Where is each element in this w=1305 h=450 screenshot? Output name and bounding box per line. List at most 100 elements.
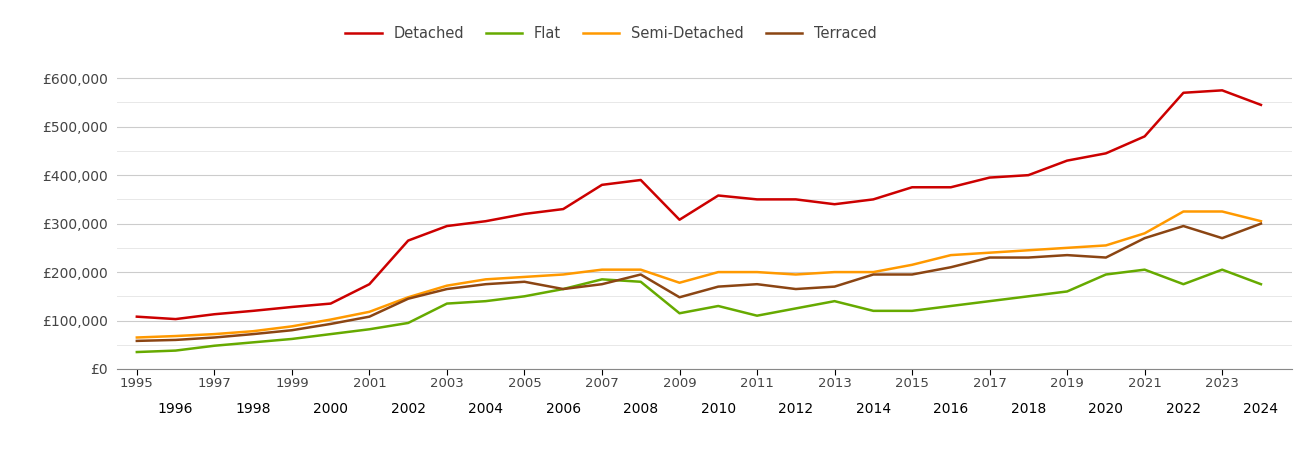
Semi-Detached [865,270,881,275]
Semi-Detached [129,335,145,340]
Terraced [129,338,145,344]
Flat [672,310,688,316]
Terraced [517,279,532,284]
Terraced [1021,255,1036,260]
Semi-Detached [981,250,997,256]
Line: Semi-Detached: Semi-Detached [137,212,1261,338]
Detached [594,182,609,188]
Detached [672,217,688,222]
Flat [168,348,184,353]
Terraced [594,282,609,287]
Terraced [245,331,261,337]
Line: Flat: Flat [137,270,1261,352]
Line: Detached: Detached [137,90,1261,319]
Terraced [1215,235,1231,241]
Flat [594,277,609,282]
Detached [245,308,261,314]
Semi-Detached [1215,209,1231,214]
Semi-Detached [788,272,804,277]
Detached [1098,151,1113,156]
Flat [322,331,338,337]
Terraced [788,286,804,292]
Semi-Detached [1098,243,1113,248]
Terraced [1253,221,1268,226]
Flat [517,293,532,299]
Semi-Detached [401,295,416,300]
Flat [710,303,726,309]
Terraced [1060,252,1075,258]
Detached [168,316,184,322]
Terraced [168,337,184,342]
Detached [710,193,726,198]
Terraced [1137,235,1152,241]
Terraced [556,286,572,292]
Detached [556,207,572,212]
Terraced [749,282,765,287]
Terraced [322,321,338,327]
Semi-Detached [245,328,261,334]
Flat [1098,272,1113,277]
Flat [904,308,920,314]
Terraced [865,272,881,277]
Flat [245,340,261,345]
Semi-Detached [827,270,843,275]
Semi-Detached [710,270,726,275]
Semi-Detached [478,277,493,282]
Terraced [206,335,222,340]
Flat [1021,293,1036,299]
Detached [633,177,649,183]
Detached [904,184,920,190]
Detached [129,314,145,319]
Terraced [981,255,997,260]
Flat [981,298,997,304]
Semi-Detached [1137,230,1152,236]
Detached [1176,90,1191,95]
Flat [129,349,145,355]
Flat [788,306,804,311]
Flat [633,279,649,284]
Terraced [478,282,493,287]
Terraced [710,284,726,289]
Terraced [361,314,377,319]
Semi-Detached [556,272,572,277]
Terraced [1176,223,1191,229]
Flat [1215,267,1231,272]
Semi-Detached [168,333,184,339]
Detached [1060,158,1075,163]
Detached [284,304,300,310]
Semi-Detached [361,309,377,315]
Detached [401,238,416,243]
Detached [749,197,765,202]
Terraced [633,272,649,277]
Legend: Detached, Flat, Semi-Detached, Terraced: Detached, Flat, Semi-Detached, Terraced [339,20,882,47]
Flat [865,308,881,314]
Detached [517,211,532,216]
Flat [1060,289,1075,294]
Detached [206,311,222,317]
Terraced [1098,255,1113,260]
Flat [1137,267,1152,272]
Terraced [944,265,959,270]
Detached [1215,88,1231,93]
Detached [478,219,493,224]
Detached [1021,172,1036,178]
Detached [827,202,843,207]
Flat [206,343,222,348]
Terraced [904,272,920,277]
Detached [981,175,997,180]
Semi-Detached [904,262,920,267]
Flat [827,298,843,304]
Flat [749,313,765,319]
Semi-Detached [1021,248,1036,253]
Semi-Detached [206,331,222,337]
Semi-Detached [633,267,649,272]
Flat [1176,282,1191,287]
Detached [322,301,338,306]
Semi-Detached [594,267,609,272]
Detached [788,197,804,202]
Flat [1253,282,1268,287]
Flat [556,286,572,292]
Terraced [438,286,454,292]
Semi-Detached [284,324,300,329]
Detached [1137,134,1152,139]
